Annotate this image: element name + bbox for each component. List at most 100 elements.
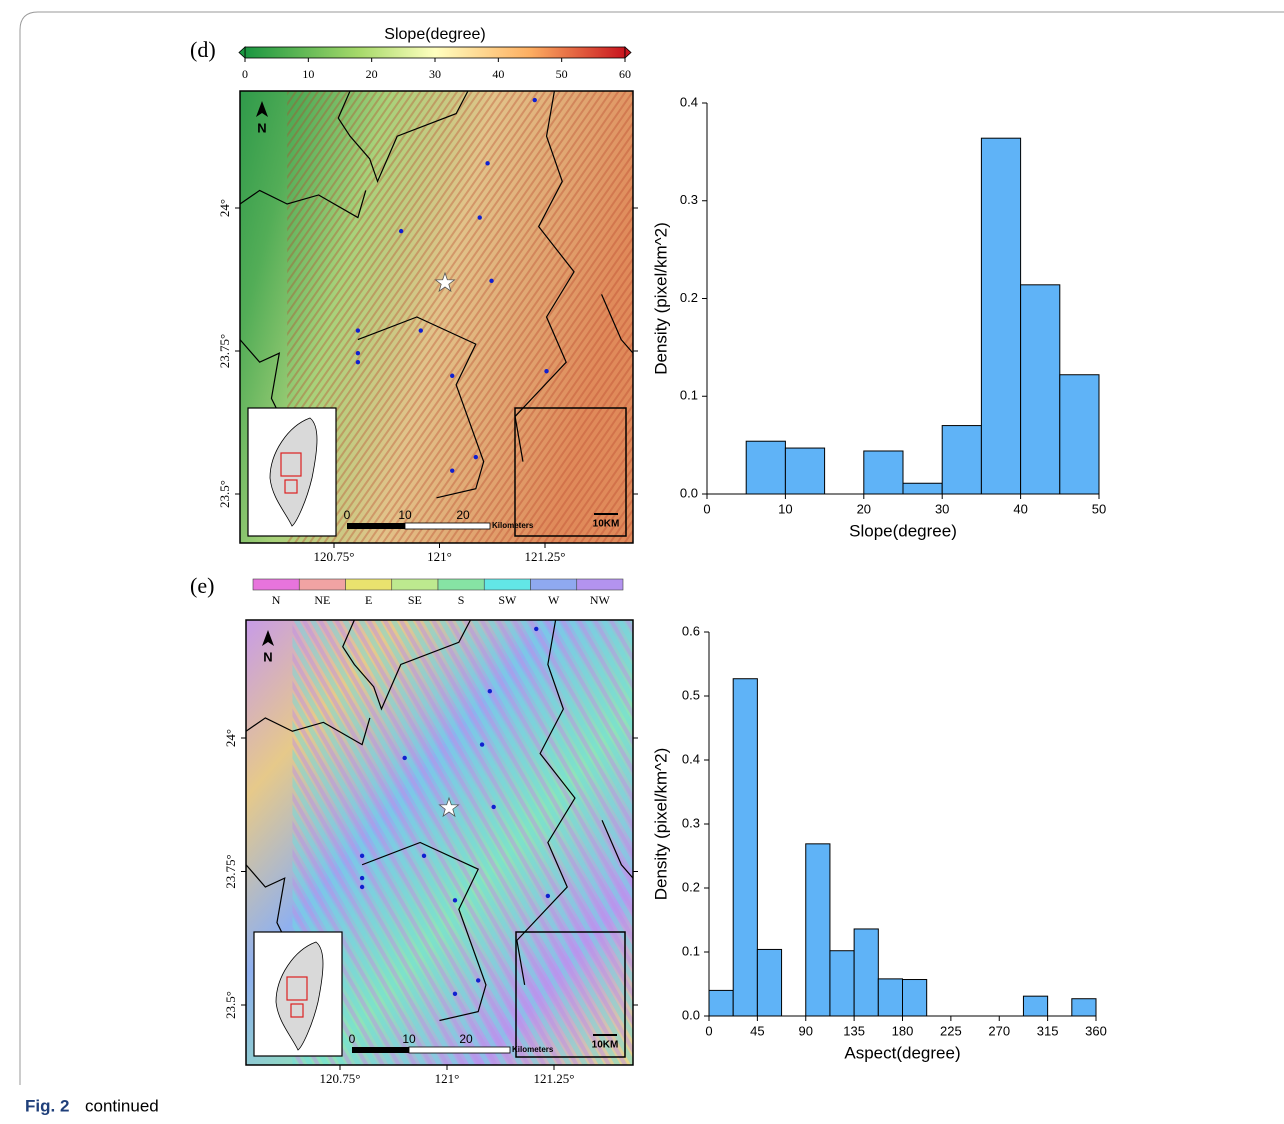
colorbar-category: SE xyxy=(408,593,422,607)
x-tick-label: 180 xyxy=(892,1023,914,1038)
scale-bar-dark xyxy=(347,523,405,529)
y-tick-label: 0.2 xyxy=(682,879,700,894)
histogram-bar xyxy=(981,138,1020,494)
colorbar-tick-label: 10 xyxy=(302,67,314,81)
site xyxy=(453,898,457,902)
y-axis-label: Density (pixel/km^2) xyxy=(651,222,670,375)
y-tick-label: 0.0 xyxy=(680,485,698,500)
histogram-bar xyxy=(785,448,824,494)
colorbar-segment xyxy=(392,579,438,590)
colorbar-tick-label: 30 xyxy=(429,67,441,81)
histogram-bar xyxy=(830,951,854,1016)
site xyxy=(491,805,495,809)
y-tick-label: 0.2 xyxy=(680,290,698,305)
histogram-bar xyxy=(903,980,927,1016)
y-tick-label: 0.3 xyxy=(680,192,698,207)
x-axis-label: Slope(degree) xyxy=(849,521,957,540)
lat-tick-label: 23.75° xyxy=(223,854,238,888)
histogram-bar xyxy=(854,929,878,1016)
site xyxy=(419,328,423,332)
caption: continued xyxy=(85,1096,159,1115)
colorbar-category: S xyxy=(458,593,465,607)
x-tick-label: 90 xyxy=(799,1023,813,1038)
colorbar-tick-label: 40 xyxy=(492,67,504,81)
site xyxy=(399,229,403,233)
colorbar-segment xyxy=(577,579,623,590)
histogram-bar xyxy=(942,426,981,494)
x-tick-label: 30 xyxy=(935,501,949,516)
colorbar-category: N xyxy=(272,593,281,607)
inset-scale-label: 10KM xyxy=(592,1040,619,1051)
x-tick-label: 10 xyxy=(778,501,792,516)
histogram-bar xyxy=(709,990,733,1016)
x-tick-label: 40 xyxy=(1013,501,1027,516)
figure: Fig. 2 continued (d) (e) Slope(degree) 0 10 2… xyxy=(0,0,1284,1124)
x-axis-label: Aspect(degree) xyxy=(844,1043,960,1062)
y-axis-label: Density (pixel/km^2) xyxy=(651,748,670,901)
scale-unit: Kilometers xyxy=(512,1045,554,1054)
site xyxy=(488,689,492,693)
colorbar-category: NW xyxy=(590,593,611,607)
map-texture xyxy=(287,91,633,543)
x-tick-label: 360 xyxy=(1085,1023,1107,1038)
x-tick-label: 225 xyxy=(940,1023,962,1038)
y-tick-label: 0.0 xyxy=(682,1007,700,1022)
panel-label: (e) xyxy=(190,573,214,598)
x-tick-label: 315 xyxy=(1037,1023,1059,1038)
colorbar-category: E xyxy=(365,593,372,607)
site xyxy=(360,854,364,858)
colorbar-tick-label: 50 xyxy=(556,67,568,81)
colorbar-tick-label: 60 xyxy=(619,67,631,81)
y-tick-label: 0.1 xyxy=(682,943,700,958)
histogram-bar xyxy=(1072,999,1096,1016)
histogram-bar xyxy=(878,979,902,1016)
site xyxy=(546,894,550,898)
colorbar-segment xyxy=(484,579,530,590)
lat-tick-label: 24° xyxy=(217,199,232,217)
colorbar-category: W xyxy=(548,593,560,607)
colorbar-segment xyxy=(253,579,299,590)
site xyxy=(478,215,482,219)
site xyxy=(476,978,480,982)
colorbar-extend xyxy=(625,47,631,58)
x-tick-label: 0 xyxy=(703,501,710,516)
y-tick-label: 0.1 xyxy=(680,388,698,403)
colorbar-tick-label: 20 xyxy=(366,67,378,81)
y-tick-label: 0.4 xyxy=(680,94,698,109)
colorbar-extend xyxy=(239,47,245,58)
y-tick-label: 0.5 xyxy=(682,687,700,702)
histogram-bar xyxy=(864,451,903,494)
colorbar-category: NE xyxy=(314,593,330,607)
lat-tick-label: 23.75° xyxy=(217,334,232,368)
inset-scale-label: 10KM xyxy=(593,519,620,530)
colorbar-segment xyxy=(438,579,484,590)
scale-unit: Kilometers xyxy=(492,521,534,530)
scale-bar-light xyxy=(405,523,490,529)
x-tick-label: 20 xyxy=(857,501,871,516)
x-tick-label: 270 xyxy=(988,1023,1010,1038)
lon-tick-label: 121° xyxy=(435,1071,460,1086)
panel-label: (d) xyxy=(190,37,216,62)
lon-tick-label: 120.75° xyxy=(320,1071,361,1086)
colorbar-segment xyxy=(299,579,345,590)
site xyxy=(450,468,454,472)
frame xyxy=(20,12,1284,1085)
lon-tick-label: 121.25° xyxy=(525,549,566,564)
site xyxy=(356,328,360,332)
site xyxy=(356,351,360,355)
colorbar-segment xyxy=(346,579,392,590)
x-tick-label: 135 xyxy=(843,1023,865,1038)
figure-label: Fig. 2 xyxy=(25,1096,69,1115)
lon-tick-label: 121.25° xyxy=(534,1071,575,1086)
histogram-bar xyxy=(903,483,942,494)
scale-tick-label: 20 xyxy=(459,1032,473,1046)
colorbar-category: SW xyxy=(498,593,517,607)
scale-bar-dark xyxy=(352,1047,409,1053)
histogram-bar xyxy=(1023,996,1047,1016)
site xyxy=(450,374,454,378)
scale-tick-label: 20 xyxy=(456,508,470,522)
lat-tick-label: 23.5° xyxy=(223,991,238,1019)
lon-tick-label: 120.75° xyxy=(314,549,355,564)
site xyxy=(544,369,548,373)
